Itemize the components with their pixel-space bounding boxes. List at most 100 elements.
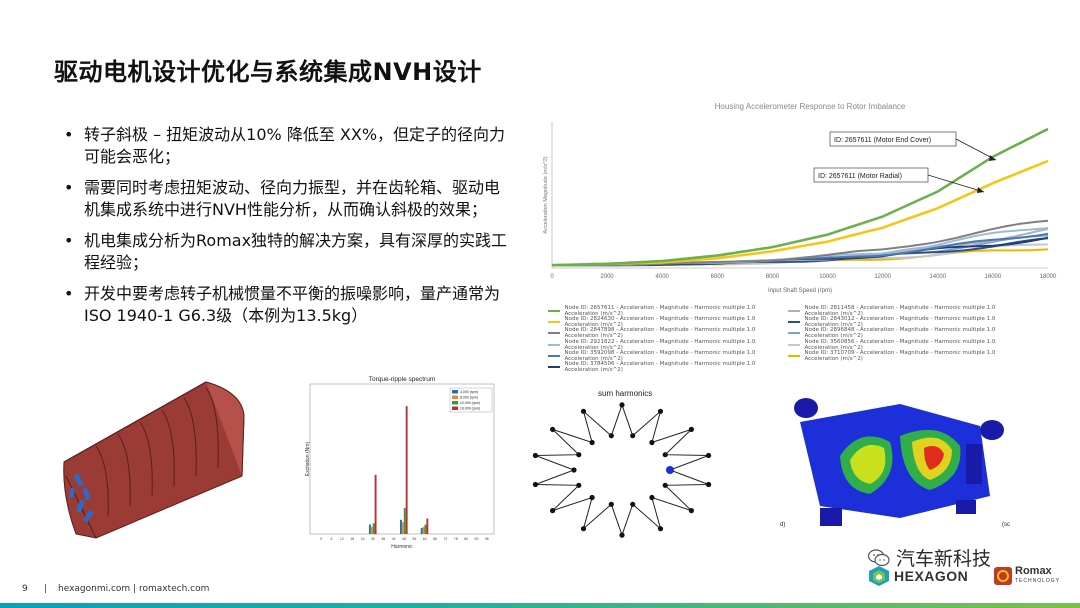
- bar-legend-label: 8,000 (rpm): [460, 396, 478, 400]
- harmonics-node: [580, 408, 587, 414]
- legend-label: Node ID: 2843012 - Acceleration - Magnit…: [804, 315, 996, 328]
- annotation-text: ID: 2657611 (Motor Radial): [818, 173, 902, 180]
- bar: [401, 522, 404, 534]
- bar-x-tick: 66: [433, 537, 437, 541]
- legend-label: Node ID: 2847898 - Acceleration - Magnit…: [564, 327, 756, 340]
- bar-x-tick: 12: [340, 537, 344, 541]
- bar-y-label: Excitation (Nm): [305, 442, 311, 477]
- legend-label: Node ID: 2824630 - Acceleration - Magnit…: [564, 315, 756, 328]
- annotation-text: ID: 2657611 (Motor End Cover): [834, 137, 931, 144]
- housing-response-chart: Housing Accelerometer Response to Rotor …: [540, 96, 1068, 294]
- legend-label: Node ID: 3710709 - Acceleration - Magnit…: [804, 349, 996, 362]
- bar-x-tick: 72: [443, 537, 447, 541]
- romax-logo: Romax TECHNOLOGY: [994, 566, 1060, 586]
- page-number: 9: [22, 584, 28, 594]
- wechat-watermark: 汽车新科技: [868, 544, 991, 571]
- legend-item: Node ID: 2843012 - Acceleration - Magnit…: [788, 316, 1028, 328]
- legend-item: Node ID: 2824630 - Acceleration - Magnit…: [548, 316, 788, 328]
- bar: [370, 526, 373, 534]
- y-axis-label: Acceleration Magnitude (m/s^2): [543, 156, 549, 233]
- x-tick-label: 14000: [929, 274, 946, 280]
- harmonics-node: [608, 433, 614, 439]
- bar-x-tick: 30: [371, 537, 375, 541]
- legend-label: Node ID: 2896848 - Acceleration - Magnit…: [804, 327, 996, 340]
- legend-item: Node ID: 2896848 - Acceleration - Magnit…: [788, 327, 1028, 339]
- star-plot-svg: sum harmonics: [532, 389, 712, 538]
- legend-swatch: [788, 309, 801, 312]
- fea-label-d: d): [780, 522, 785, 528]
- harmonics-node: [657, 526, 664, 532]
- hexagon-label: HEXAGON: [894, 568, 969, 584]
- sum-harmonics-plot: sum harmonics: [520, 386, 730, 542]
- legend-label: Node ID: 2921822 - Acceleration - Magnit…: [564, 338, 756, 351]
- legend-label: Node ID: 2657611 - Acceleration - Magnit…: [564, 304, 756, 317]
- harmonics-node: [706, 452, 712, 459]
- x-tick-label: 6000: [711, 274, 725, 280]
- bar-x-tick: 60: [423, 537, 427, 541]
- legend-item: Node ID: 3560856 - Acceleration - Magnit…: [788, 339, 1028, 351]
- line-series: [551, 127, 1049, 267]
- romax-label: Romax: [1015, 565, 1052, 577]
- bar: [420, 528, 423, 534]
- bar: [426, 518, 429, 534]
- harmonics-highlight-node: [666, 466, 674, 474]
- legend-swatch: [548, 320, 561, 323]
- legend-label: Node ID: 2811458 - Acceleration - Magnit…: [804, 304, 996, 317]
- harmonics-node: [589, 439, 595, 446]
- wechat-label: 汽车新科技: [896, 548, 992, 570]
- bullet-item: 机电集成分析为Romax独特的解决方案，具有深厚的实践工程经验；: [62, 230, 512, 274]
- footer-color-bar: [0, 603, 1080, 608]
- x-tick-label: 18000: [1040, 274, 1057, 280]
- x-tick-label: 8000: [766, 274, 780, 280]
- harmonics-node: [630, 433, 636, 439]
- harmonics-node: [657, 408, 664, 414]
- legend-row: Node ID: 2921822 - Acceleration - Magnit…: [548, 338, 1068, 351]
- bar-legend-swatch: [452, 390, 458, 394]
- harmonics-node: [662, 452, 668, 458]
- x-tick-label: 10000: [819, 274, 836, 280]
- bar-chart-title: Torque-ripple spectrum: [369, 376, 435, 383]
- harmonics-node: [580, 526, 587, 532]
- hexagon-icon: [869, 566, 889, 586]
- harmonics-node: [688, 426, 694, 432]
- bar: [374, 474, 377, 534]
- annotation-arrowhead: [977, 187, 984, 193]
- harmonics-node: [608, 501, 614, 507]
- bar-x-tick: 6: [331, 537, 333, 541]
- harmonics-node: [630, 501, 636, 507]
- harmonics-node: [619, 402, 625, 408]
- legend-item: Node ID: 2811458 - Acceleration - Magnit…: [788, 305, 1028, 317]
- bar: [400, 519, 402, 534]
- harmonics-node: [649, 439, 655, 446]
- bullet-item: 开发中要考虑转子机械惯量不平衡的振噪影响，量产通常为ISO 1940-1 G6.…: [62, 283, 512, 327]
- legend-swatch: [788, 343, 801, 346]
- bar-x-tick: 24: [361, 537, 365, 541]
- legend-swatch: [788, 320, 801, 323]
- bar-x-label: Harmonic: [391, 544, 413, 550]
- bar-x-tick: 90: [475, 537, 479, 541]
- bar-legend-label: 4,000 (rpm): [460, 390, 478, 394]
- romax-icon: [994, 567, 1012, 585]
- harmonics-node: [688, 508, 694, 514]
- line-chart-title: Housing Accelerometer Response to Rotor …: [715, 102, 906, 111]
- line-chart-legend: Node ID: 2657611 - Acceleration - Magnit…: [548, 305, 1068, 373]
- x-tick-label: 4000: [656, 274, 670, 280]
- bar-chart-svg: Torque-ripple spectrum 0 6 12 18 24 30 36 42 48 54…: [305, 376, 495, 550]
- bar: [372, 523, 375, 534]
- legend-item: Node ID: 2657611 - Acceleration - Magnit…: [548, 305, 788, 317]
- harmonics-node: [571, 467, 577, 473]
- bullet-list: 转子斜极 – 扭矩波动从10% 降低至 XX%，但定子的径向力可能会恶化； 需要…: [62, 124, 512, 336]
- bar-x-tick: 36: [381, 537, 385, 541]
- annotation-arrow: [927, 174, 985, 193]
- x-tick-label: 0: [550, 274, 554, 280]
- legend-row: Node ID: 2657611 - Acceleration - Magnit…: [548, 305, 1068, 317]
- x-tick-label: 16000: [985, 274, 1002, 280]
- bar: [424, 524, 427, 534]
- legend-label: Node ID: 3592098 - Acceleration - Magnit…: [564, 349, 756, 362]
- bar: [368, 524, 371, 534]
- legend-row: Node ID: 3592098 - Acceleration - Magnit…: [548, 349, 1068, 362]
- fea-label-e: (sc: [1002, 522, 1010, 528]
- harmonics-node: [589, 494, 595, 501]
- bar-legend-swatch: [452, 401, 458, 405]
- slide-title: 驱动电机设计优化与系统集成NVH设计: [54, 58, 482, 86]
